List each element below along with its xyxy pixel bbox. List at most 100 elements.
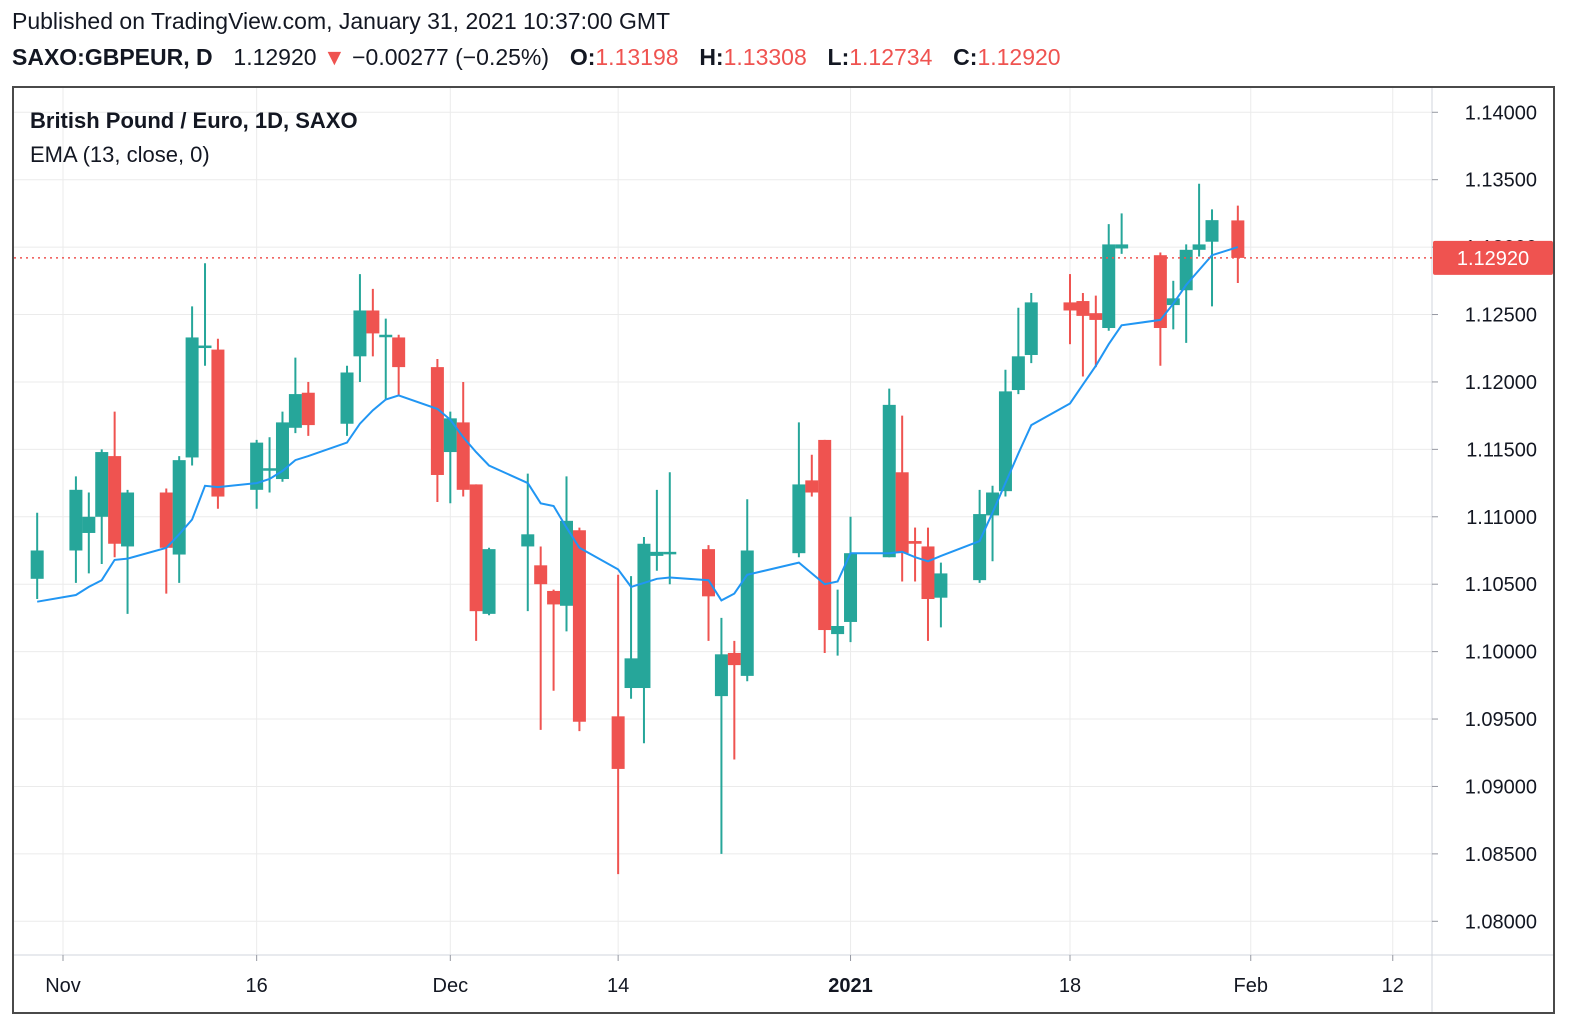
candle-up bbox=[95, 452, 109, 517]
legend-indicator: EMA (13, close, 0) bbox=[30, 142, 210, 167]
candle-up bbox=[1011, 356, 1025, 391]
y-tick-label: 1.12000 bbox=[1465, 372, 1537, 394]
candle-up bbox=[560, 520, 573, 606]
y-tick-label: 1.09000 bbox=[1465, 776, 1537, 798]
candle-down bbox=[611, 716, 625, 769]
candle-up bbox=[353, 310, 367, 357]
time-axis: Nov 16 Dec 14 2021 18 Feb 12 bbox=[45, 955, 1404, 997]
symbol-bar: SAXO:GBPEUR, D 1.12920 ▼ −0.00277 (−0.25… bbox=[12, 44, 1061, 71]
x-tick-label: 2021 bbox=[828, 975, 873, 997]
candle-up bbox=[250, 442, 264, 490]
candle-up bbox=[340, 372, 354, 424]
candle-up bbox=[1205, 220, 1219, 242]
y-tick-label: 1.08000 bbox=[1465, 911, 1537, 933]
y-tick-label: 1.12500 bbox=[1465, 305, 1537, 327]
candle-up bbox=[973, 514, 987, 581]
close-value: 1.12920 bbox=[977, 44, 1061, 70]
candle-down bbox=[366, 310, 380, 334]
y-tick-label: 1.14000 bbox=[1465, 102, 1537, 124]
open-label: O: bbox=[569, 44, 596, 70]
chart-frame bbox=[12, 86, 1555, 1014]
y-tick-label: 1.11000 bbox=[1466, 507, 1537, 529]
candle-up bbox=[121, 492, 135, 547]
low-label: L: bbox=[827, 44, 850, 70]
candle-down bbox=[895, 472, 909, 554]
candle-down bbox=[818, 439, 832, 631]
candle-down bbox=[534, 565, 548, 585]
legend-title: British Pound / Euro, 1D, SAXO bbox=[30, 108, 358, 133]
candle-down bbox=[1089, 313, 1103, 320]
candle-up bbox=[934, 573, 948, 598]
last-price: 1.12920 bbox=[233, 44, 317, 70]
x-tick-label: Dec bbox=[433, 975, 469, 997]
candle-up bbox=[82, 516, 96, 533]
candle-down bbox=[456, 422, 470, 490]
candle-down bbox=[727, 652, 741, 666]
candle-up bbox=[624, 658, 638, 689]
last-price-tag-bg bbox=[1433, 240, 1553, 275]
publish-info: Published on TradingView.com, January 31… bbox=[12, 8, 671, 34]
candle-down bbox=[1063, 302, 1077, 311]
candle-up bbox=[1192, 244, 1206, 250]
candle-down bbox=[702, 549, 716, 597]
x-tick-label: Nov bbox=[45, 975, 81, 997]
ema-line bbox=[37, 246, 1239, 603]
close-label: C: bbox=[953, 44, 978, 70]
candle-down bbox=[921, 546, 935, 600]
y-tick-label: 1.10000 bbox=[1465, 642, 1537, 664]
last-price-tag-label: 1.12920 bbox=[1457, 248, 1529, 270]
candle-up bbox=[831, 625, 845, 635]
candle-down bbox=[572, 530, 586, 722]
candle-up bbox=[986, 492, 1000, 516]
candle-up bbox=[714, 654, 728, 697]
candle-up bbox=[275, 422, 289, 480]
candle-down bbox=[547, 590, 561, 605]
last-price-tag: 1.12920 bbox=[1433, 240, 1553, 275]
candle-up bbox=[650, 551, 664, 556]
y-tick-label: 1.13500 bbox=[1465, 170, 1537, 192]
candle-down bbox=[211, 349, 225, 497]
y-tick-label: 1.09500 bbox=[1465, 709, 1537, 731]
y-tick-label: 1.08500 bbox=[1465, 844, 1537, 866]
candle-down bbox=[805, 480, 819, 493]
candle-up bbox=[69, 489, 83, 551]
x-tick-label: 14 bbox=[607, 975, 629, 997]
y-tick-label: 1.10500 bbox=[1465, 574, 1537, 596]
candle-up bbox=[288, 394, 302, 428]
symbol-name: SAXO:GBPEUR, D bbox=[12, 44, 213, 70]
low-value: 1.12734 bbox=[849, 44, 933, 70]
x-tick-label: 18 bbox=[1059, 975, 1081, 997]
candles bbox=[30, 183, 1245, 875]
candle-down bbox=[1076, 301, 1090, 316]
candle-down bbox=[908, 541, 922, 544]
candle-down bbox=[430, 367, 444, 475]
high-value: 1.13308 bbox=[723, 44, 807, 70]
candle-up bbox=[637, 543, 651, 689]
candle-up bbox=[1115, 244, 1129, 249]
open-value: 1.13198 bbox=[595, 44, 679, 70]
candle-down bbox=[1153, 255, 1167, 329]
down-arrow-icon: ▼ bbox=[322, 44, 346, 70]
candle-down bbox=[392, 337, 406, 368]
candle-up bbox=[1102, 244, 1116, 329]
price-change: −0.00277 (−0.25%) bbox=[352, 44, 550, 70]
candle-up bbox=[482, 549, 496, 614]
candle-up bbox=[379, 334, 393, 338]
candle-up bbox=[998, 391, 1012, 492]
candle-down bbox=[159, 492, 173, 548]
candle-down bbox=[301, 392, 315, 426]
candle-down bbox=[1231, 220, 1245, 258]
candle-up bbox=[443, 418, 457, 453]
candle-up bbox=[792, 484, 806, 554]
x-tick-label: 16 bbox=[246, 975, 268, 997]
x-tick-label: Feb bbox=[1234, 975, 1268, 997]
y-tick-label: 1.11500 bbox=[1466, 439, 1537, 461]
candle-up bbox=[663, 551, 677, 555]
candle-up bbox=[1166, 298, 1180, 306]
candle-up bbox=[1024, 302, 1038, 355]
candle-up bbox=[198, 345, 212, 349]
candle-down bbox=[469, 484, 483, 612]
candle-up bbox=[844, 553, 858, 622]
candle-up bbox=[882, 404, 896, 558]
